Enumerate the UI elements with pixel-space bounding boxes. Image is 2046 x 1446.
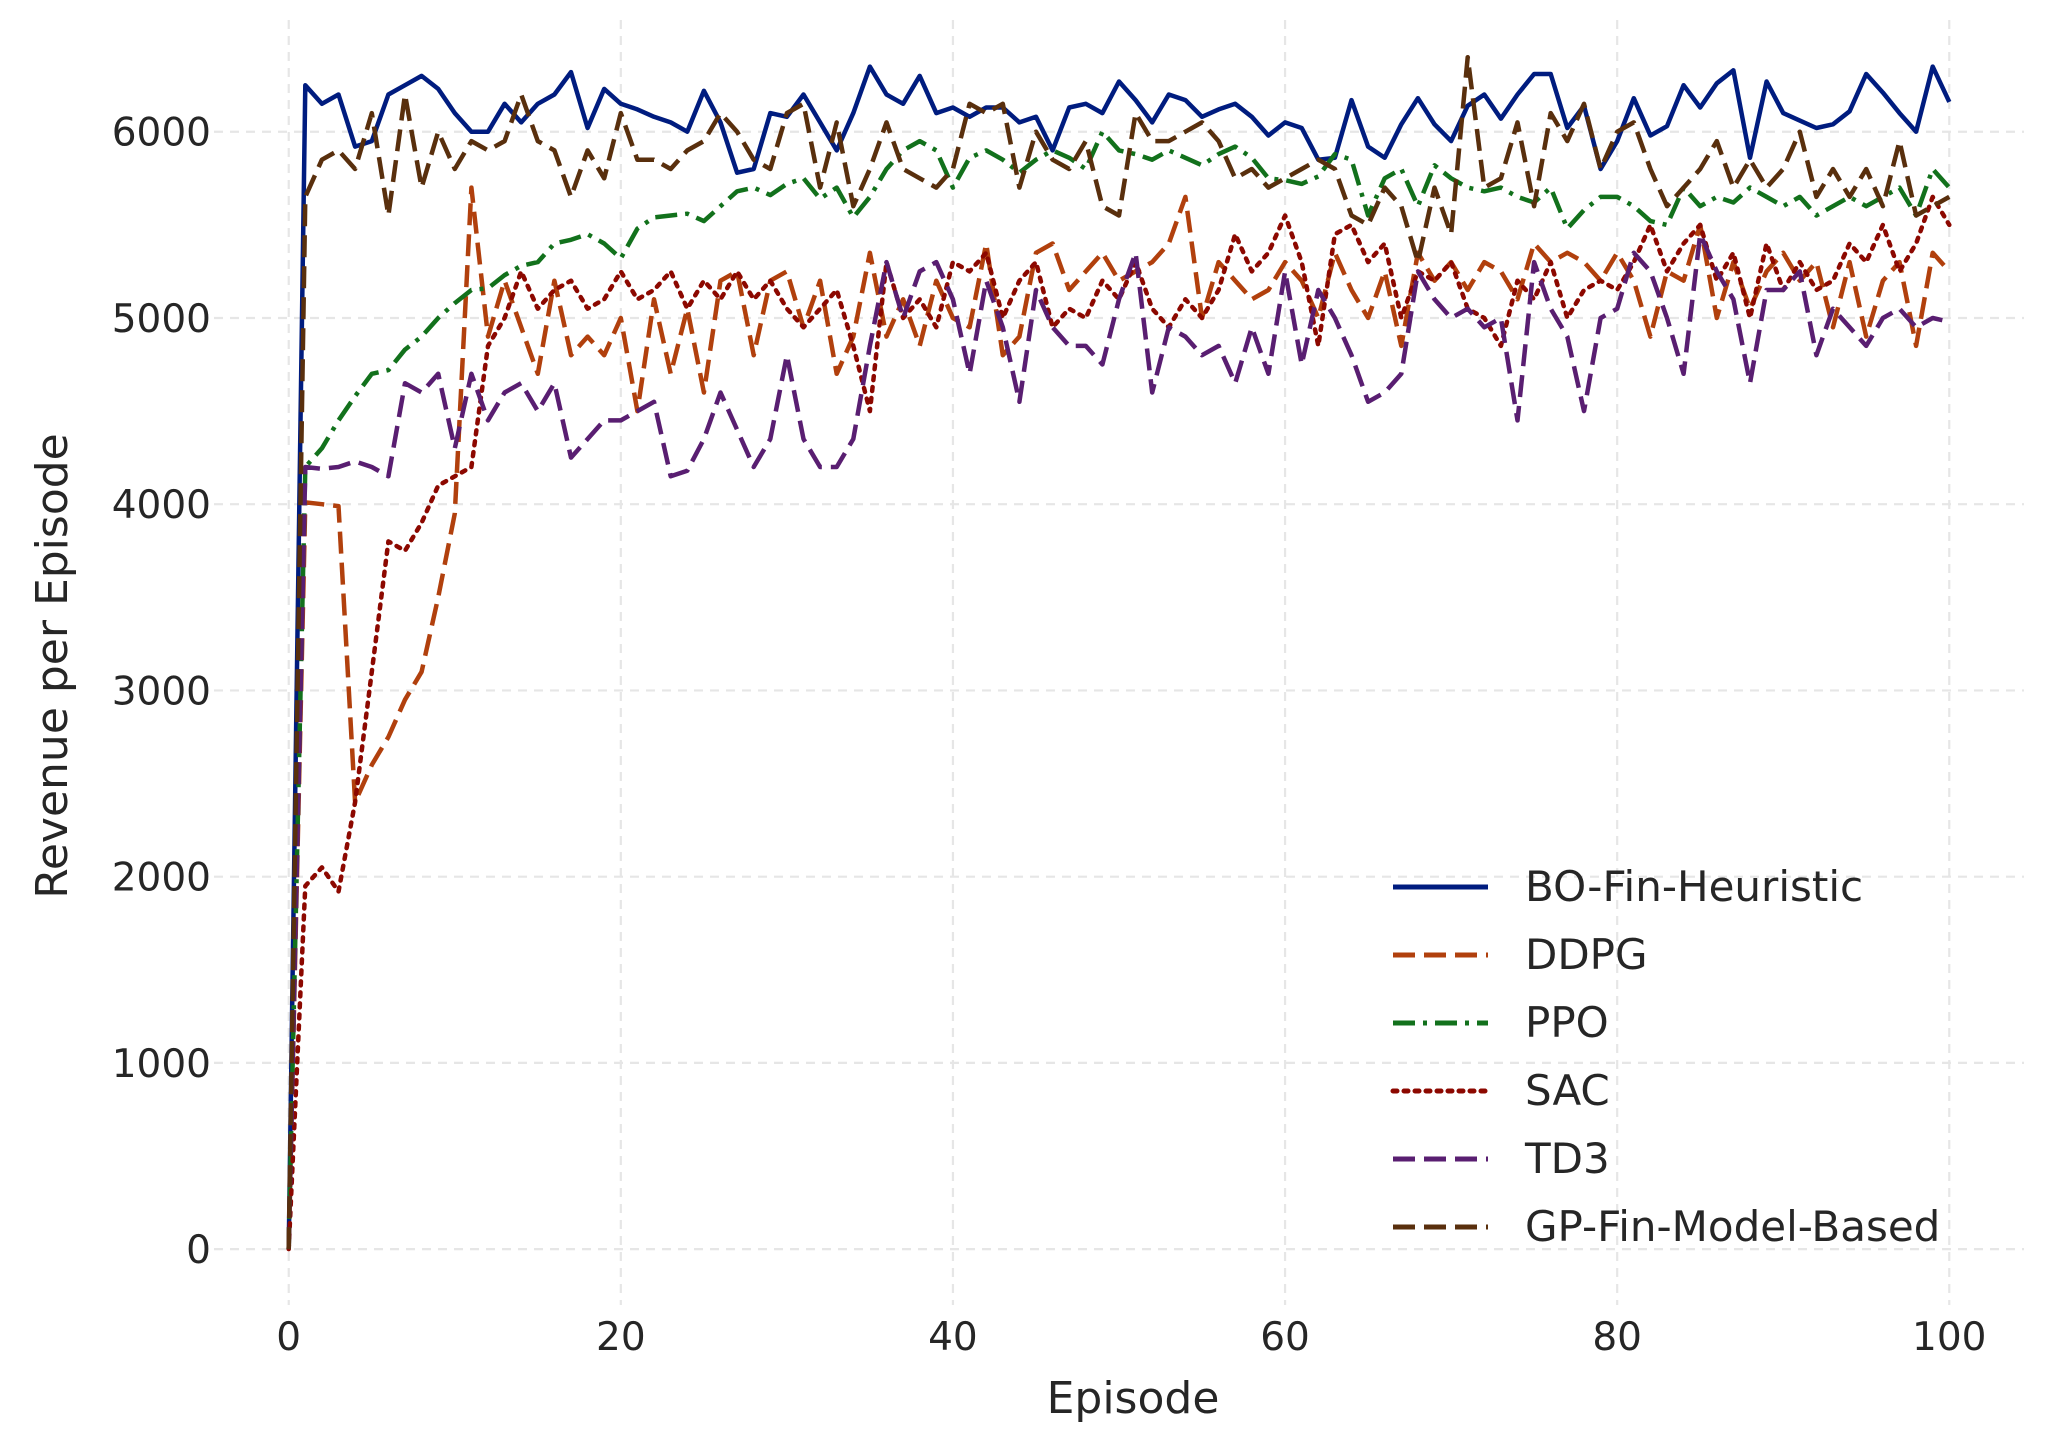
y-tick-label: 3000 [112,669,211,714]
legend: BO-Fin-Heuristic DDPG PPO SAC TD3 GP-Fin-Mode… [1390,862,1940,1251]
series-line-bo-fin-heuristic [286,64,1952,1250]
legend-label: PPO [1525,998,1609,1047]
x-tick-label: 100 [1912,1315,1986,1360]
y-tick-label: 5000 [112,297,211,342]
plot-lines [286,54,1952,1252]
y-axis-label: Revenue per Episode [27,433,78,898]
series-line-gp-fin-model-based [286,54,1951,1250]
y-tick-label: 4000 [112,483,211,528]
gridlines [214,20,2024,1305]
y-tick-label: 1000 [112,1042,211,1087]
legend-label: SAC [1525,1066,1610,1115]
legend-label: GP-Fin-Model-Based [1525,1202,1940,1251]
x-tick-label: 0 [276,1315,301,1360]
series-line-ppo [286,129,1951,1250]
x-tick-label: 20 [596,1315,646,1360]
series-line-sac [286,194,1952,1252]
y-tick-label: 6000 [112,111,211,156]
x-tick-label: 60 [1260,1315,1310,1360]
x-axis-label: Episode [1047,1373,1220,1424]
x-tick-label: 40 [928,1315,978,1360]
x-tick-label: 80 [1592,1315,1642,1360]
x-axis-ticks: 0 20 40 60 80 100 [276,1315,1986,1360]
series-line-td3 [286,231,1950,1250]
legend-label: DDPG [1525,930,1648,979]
legend-label: BO-Fin-Heuristic [1525,862,1863,911]
legend-label: TD3 [1524,1134,1610,1183]
y-tick-label: 0 [186,1228,211,1273]
series-line-ddpg [286,185,1951,1250]
y-tick-label: 2000 [112,856,211,901]
y-axis-ticks: 0 1000 2000 3000 4000 5000 6000 [112,111,211,1273]
